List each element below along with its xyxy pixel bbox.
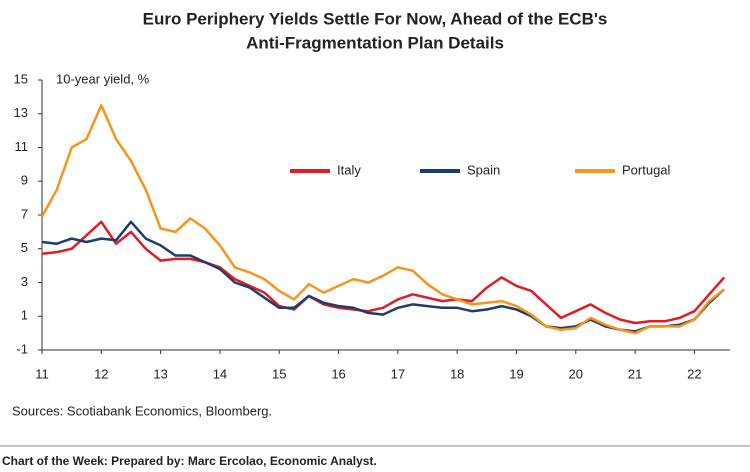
legend-label: Portugal [622,162,671,177]
x-tick-label: 18 [450,366,464,381]
series-line [40,104,725,335]
y-tick-label: 15 [14,71,28,86]
y-tick-label: -1 [16,341,28,356]
x-tick-label: 14 [213,366,227,381]
legend-label: Spain [467,162,500,177]
footer: Chart of the Week: Prepared by: Marc Erc… [2,454,377,468]
y-tick-label: 13 [14,105,28,120]
x-tick-label: 12 [94,366,108,381]
series-line [41,220,726,325]
y-tick-label: 9 [21,173,28,188]
x-tick-label: 21 [628,366,642,381]
y-tick-label: 1 [21,308,28,323]
y-tick-label: 5 [21,240,28,255]
legend-label: Italy [337,162,361,177]
chart-title: Euro Periphery Yields Settle For Now, Ah… [143,9,608,28]
x-tick-label: 11 [35,366,49,381]
x-tick-label: 19 [509,366,523,381]
x-tick-label: 22 [687,366,701,381]
x-tick-label: 16 [331,366,345,381]
y-tick-label: 3 [21,274,28,289]
chart-title: Anti-Fragmentation Plan Details [246,33,504,52]
x-tick-label: 13 [153,366,167,381]
y-tick-label: 7 [21,206,28,221]
source: Sources: Scotiabank Economics, Bloomberg… [12,403,272,418]
x-tick-label: 17 [391,366,405,381]
x-tick-label: 20 [569,366,583,381]
x-tick-label: 15 [272,366,286,381]
y-axis-label: 10-year yield, % [56,71,150,86]
y-tick-label: 11 [15,139,29,154]
